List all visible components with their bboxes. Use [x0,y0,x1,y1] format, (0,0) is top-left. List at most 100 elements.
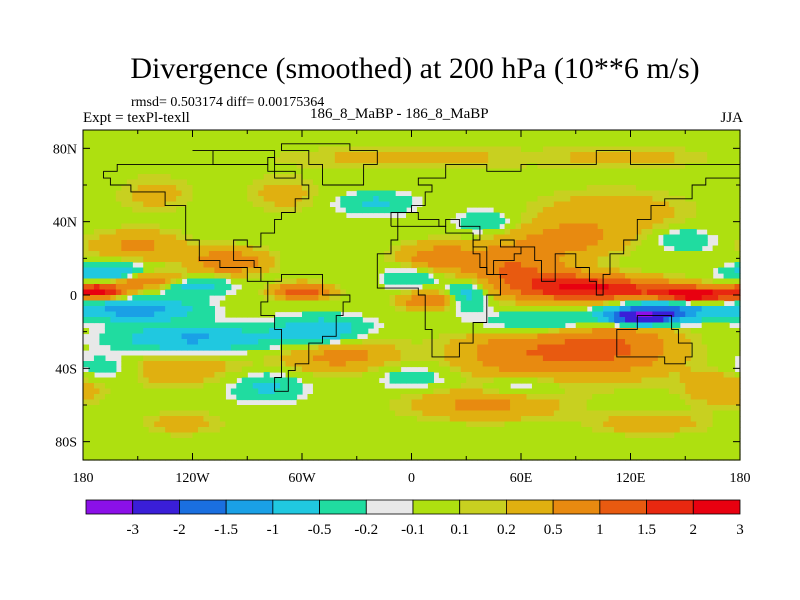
heatmap-cell [614,240,621,247]
heatmap-cell [729,223,736,230]
heatmap-cell [449,201,456,208]
heatmap-cell [307,152,314,159]
heatmap-cell [586,240,593,247]
heatmap-cell [488,278,495,285]
heatmap-cell [132,361,139,368]
heatmap-cell [499,355,506,362]
heatmap-cell [176,278,183,285]
heatmap-cell [334,251,341,258]
heatmap-cell [575,333,582,340]
heatmap-cell [192,322,199,329]
heatmap-cell [696,251,703,258]
heatmap-cell [619,141,626,148]
heatmap-cell [88,256,95,263]
heatmap-cell [460,229,467,236]
heatmap-cell [236,289,243,296]
heatmap-cell [148,278,155,285]
heatmap-cell [701,355,708,362]
heatmap-cell [291,300,298,307]
heatmap-cell [570,295,577,302]
heatmap-cell [334,229,341,236]
heatmap-cell [668,130,675,137]
heatmap-cell [668,157,675,164]
heatmap-cell [548,179,555,186]
heatmap-cell [323,135,330,142]
heatmap-cell [291,273,298,280]
heatmap-cell [395,146,402,153]
heatmap-cell [318,289,325,296]
heatmap-cell [564,245,571,252]
heatmap-cell [564,157,571,164]
heatmap-cell [586,190,593,197]
heatmap-cell [225,306,232,313]
heatmap-cell [241,289,248,296]
heatmap-cell [274,229,281,236]
heatmap-cell [252,146,259,153]
heatmap-cell [312,306,320,313]
heatmap-cell [521,157,528,164]
heatmap-cell [230,179,237,186]
heatmap-cell [296,179,303,186]
heatmap-cell [701,328,708,335]
heatmap-cell [701,339,708,346]
heatmap-cell [734,251,741,258]
heatmap-cell [280,152,287,159]
heatmap-cell [449,355,456,362]
heatmap-cell [696,289,703,296]
heatmap-cell [597,207,604,214]
heatmap-cell [471,141,478,148]
heatmap-cell [646,212,653,219]
heatmap-cell [269,300,276,307]
heatmap-cell [674,234,681,241]
heatmap-cell [367,163,374,170]
heatmap-cell [531,223,539,230]
heatmap-cell [104,146,111,153]
heatmap-cell [302,289,309,296]
heatmap-cell [416,317,424,324]
heatmap-cell [176,267,183,274]
heatmap-cell [159,179,166,186]
heatmap-cell [526,278,533,285]
heatmap-cell [416,355,424,362]
heatmap-cell [614,218,621,225]
heatmap-cell [564,190,571,197]
heatmap-cell [197,218,205,225]
heatmap-cell [581,157,588,164]
heatmap-cell [154,361,161,368]
heatmap-cell [181,306,188,313]
heatmap-cell [208,306,215,313]
heatmap-cell [384,333,391,340]
heatmap-cell [121,361,128,368]
heatmap-cell [493,289,500,296]
heatmap-cell [696,295,703,302]
heatmap-cell [181,355,188,362]
heatmap-cell [625,289,632,296]
heatmap-cell [197,262,205,269]
heatmap-cell [285,339,292,346]
heatmap-cell [406,135,413,142]
heatmap-cell [367,361,374,368]
heatmap-cell [597,251,604,258]
heatmap-cell [126,223,133,230]
heatmap-cell [247,168,254,175]
heatmap-cell [625,190,632,197]
heatmap-cell [630,322,637,329]
heatmap-cell [685,163,692,170]
heatmap-cell [356,185,363,192]
heatmap-cell [115,262,122,269]
heatmap-cell [471,339,478,346]
heatmap-cell [427,355,434,362]
heatmap-cell [444,141,451,148]
heatmap-cell [362,267,369,274]
heatmap-cell [318,157,325,164]
heatmap-cell [373,289,380,296]
heatmap-cell [712,179,719,186]
heatmap-cell [132,328,139,335]
heatmap-cell [203,174,210,181]
heatmap-cell [362,223,369,230]
heatmap-cell [712,278,719,285]
heatmap-cell [707,218,714,225]
heatmap-cell [230,207,237,214]
heatmap-cell [104,267,111,274]
heatmap-cell [614,174,621,181]
